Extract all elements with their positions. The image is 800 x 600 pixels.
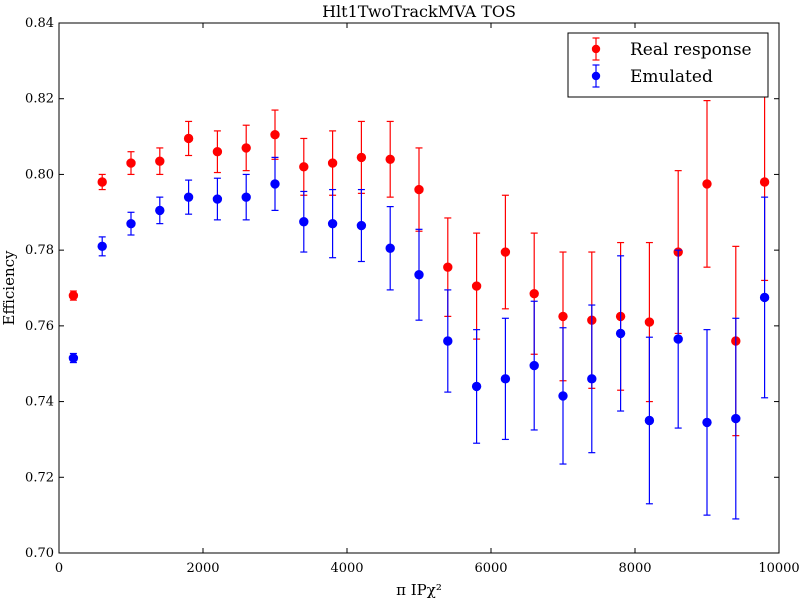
data-point	[731, 413, 741, 424]
y-tick-label: 0.70	[25, 546, 54, 561]
data-point	[587, 374, 597, 384]
data-point	[155, 156, 165, 166]
data-point	[558, 391, 568, 401]
data-point	[471, 381, 482, 392]
data-point	[356, 220, 367, 231]
data-point	[385, 243, 395, 253]
data-point	[327, 218, 338, 229]
series-emulated	[68, 156, 770, 520]
data-point	[126, 158, 136, 168]
data-point	[356, 152, 367, 163]
data-point	[471, 281, 482, 291]
data-point	[529, 288, 539, 299]
data-point	[126, 218, 136, 229]
x-tick-label: 2000	[186, 561, 219, 576]
x-tick-label: 4000	[330, 561, 363, 576]
data-point	[68, 290, 79, 301]
data-point	[558, 311, 568, 322]
legend-label: Emulated	[630, 67, 713, 87]
chart-title: Hlt1TwoTrackMVA TOS	[322, 2, 516, 21]
data-point	[212, 194, 223, 204]
data-point	[97, 177, 107, 187]
data-point	[644, 415, 655, 426]
legend-label: Real response	[630, 40, 752, 60]
data-point	[385, 154, 395, 164]
x-tick-label: 10000	[758, 561, 799, 576]
x-axis-label: π IPχ²	[396, 581, 442, 599]
data-point	[97, 241, 107, 252]
y-tick-label: 0.84	[25, 16, 54, 31]
data-point	[212, 147, 223, 157]
data-point	[414, 270, 424, 280]
legend: Real response Emulated	[567, 32, 769, 98]
x-axis-ticks: 0 2000 4000 6000 8000 10000	[55, 23, 800, 576]
y-tick-label: 0.82	[25, 92, 54, 107]
data-point	[673, 334, 683, 344]
x-tick-label: 6000	[474, 561, 507, 576]
data-point	[68, 353, 79, 363]
data-point	[327, 158, 338, 168]
y-tick-label: 0.72	[25, 470, 54, 485]
data-point	[443, 336, 453, 346]
y-tick-label: 0.76	[25, 319, 54, 334]
data-point	[615, 328, 626, 339]
data-point	[241, 192, 251, 202]
data-series	[68, 82, 770, 520]
data-point	[155, 205, 165, 216]
data-point	[759, 292, 770, 303]
y-tick-label: 0.78	[25, 243, 54, 258]
data-point	[500, 374, 511, 384]
data-point	[414, 184, 424, 195]
data-point	[759, 177, 770, 187]
data-point	[183, 133, 194, 144]
data-point	[241, 143, 251, 153]
data-point	[702, 417, 712, 428]
data-point	[299, 217, 309, 227]
data-point	[529, 360, 539, 371]
data-point	[644, 317, 655, 327]
data-point	[443, 262, 453, 272]
legend-frame	[567, 32, 769, 98]
y-tick-label: 0.80	[25, 167, 54, 182]
y-tick-label: 0.74	[25, 395, 54, 410]
data-point	[299, 162, 309, 172]
x-tick-label: 8000	[618, 561, 651, 576]
legend-marker	[591, 71, 601, 81]
data-point	[270, 129, 280, 140]
y-axis-ticks: 0.70 0.72 0.74 0.76 0.78 0.80 0.82 0.84	[25, 16, 779, 561]
x-tick-label: 0	[55, 561, 63, 576]
y-axis-label: Efficiency	[0, 250, 18, 326]
data-point	[183, 192, 194, 202]
legend-marker	[591, 44, 601, 54]
data-point	[500, 247, 511, 257]
data-point	[270, 179, 280, 189]
data-point	[702, 179, 712, 189]
